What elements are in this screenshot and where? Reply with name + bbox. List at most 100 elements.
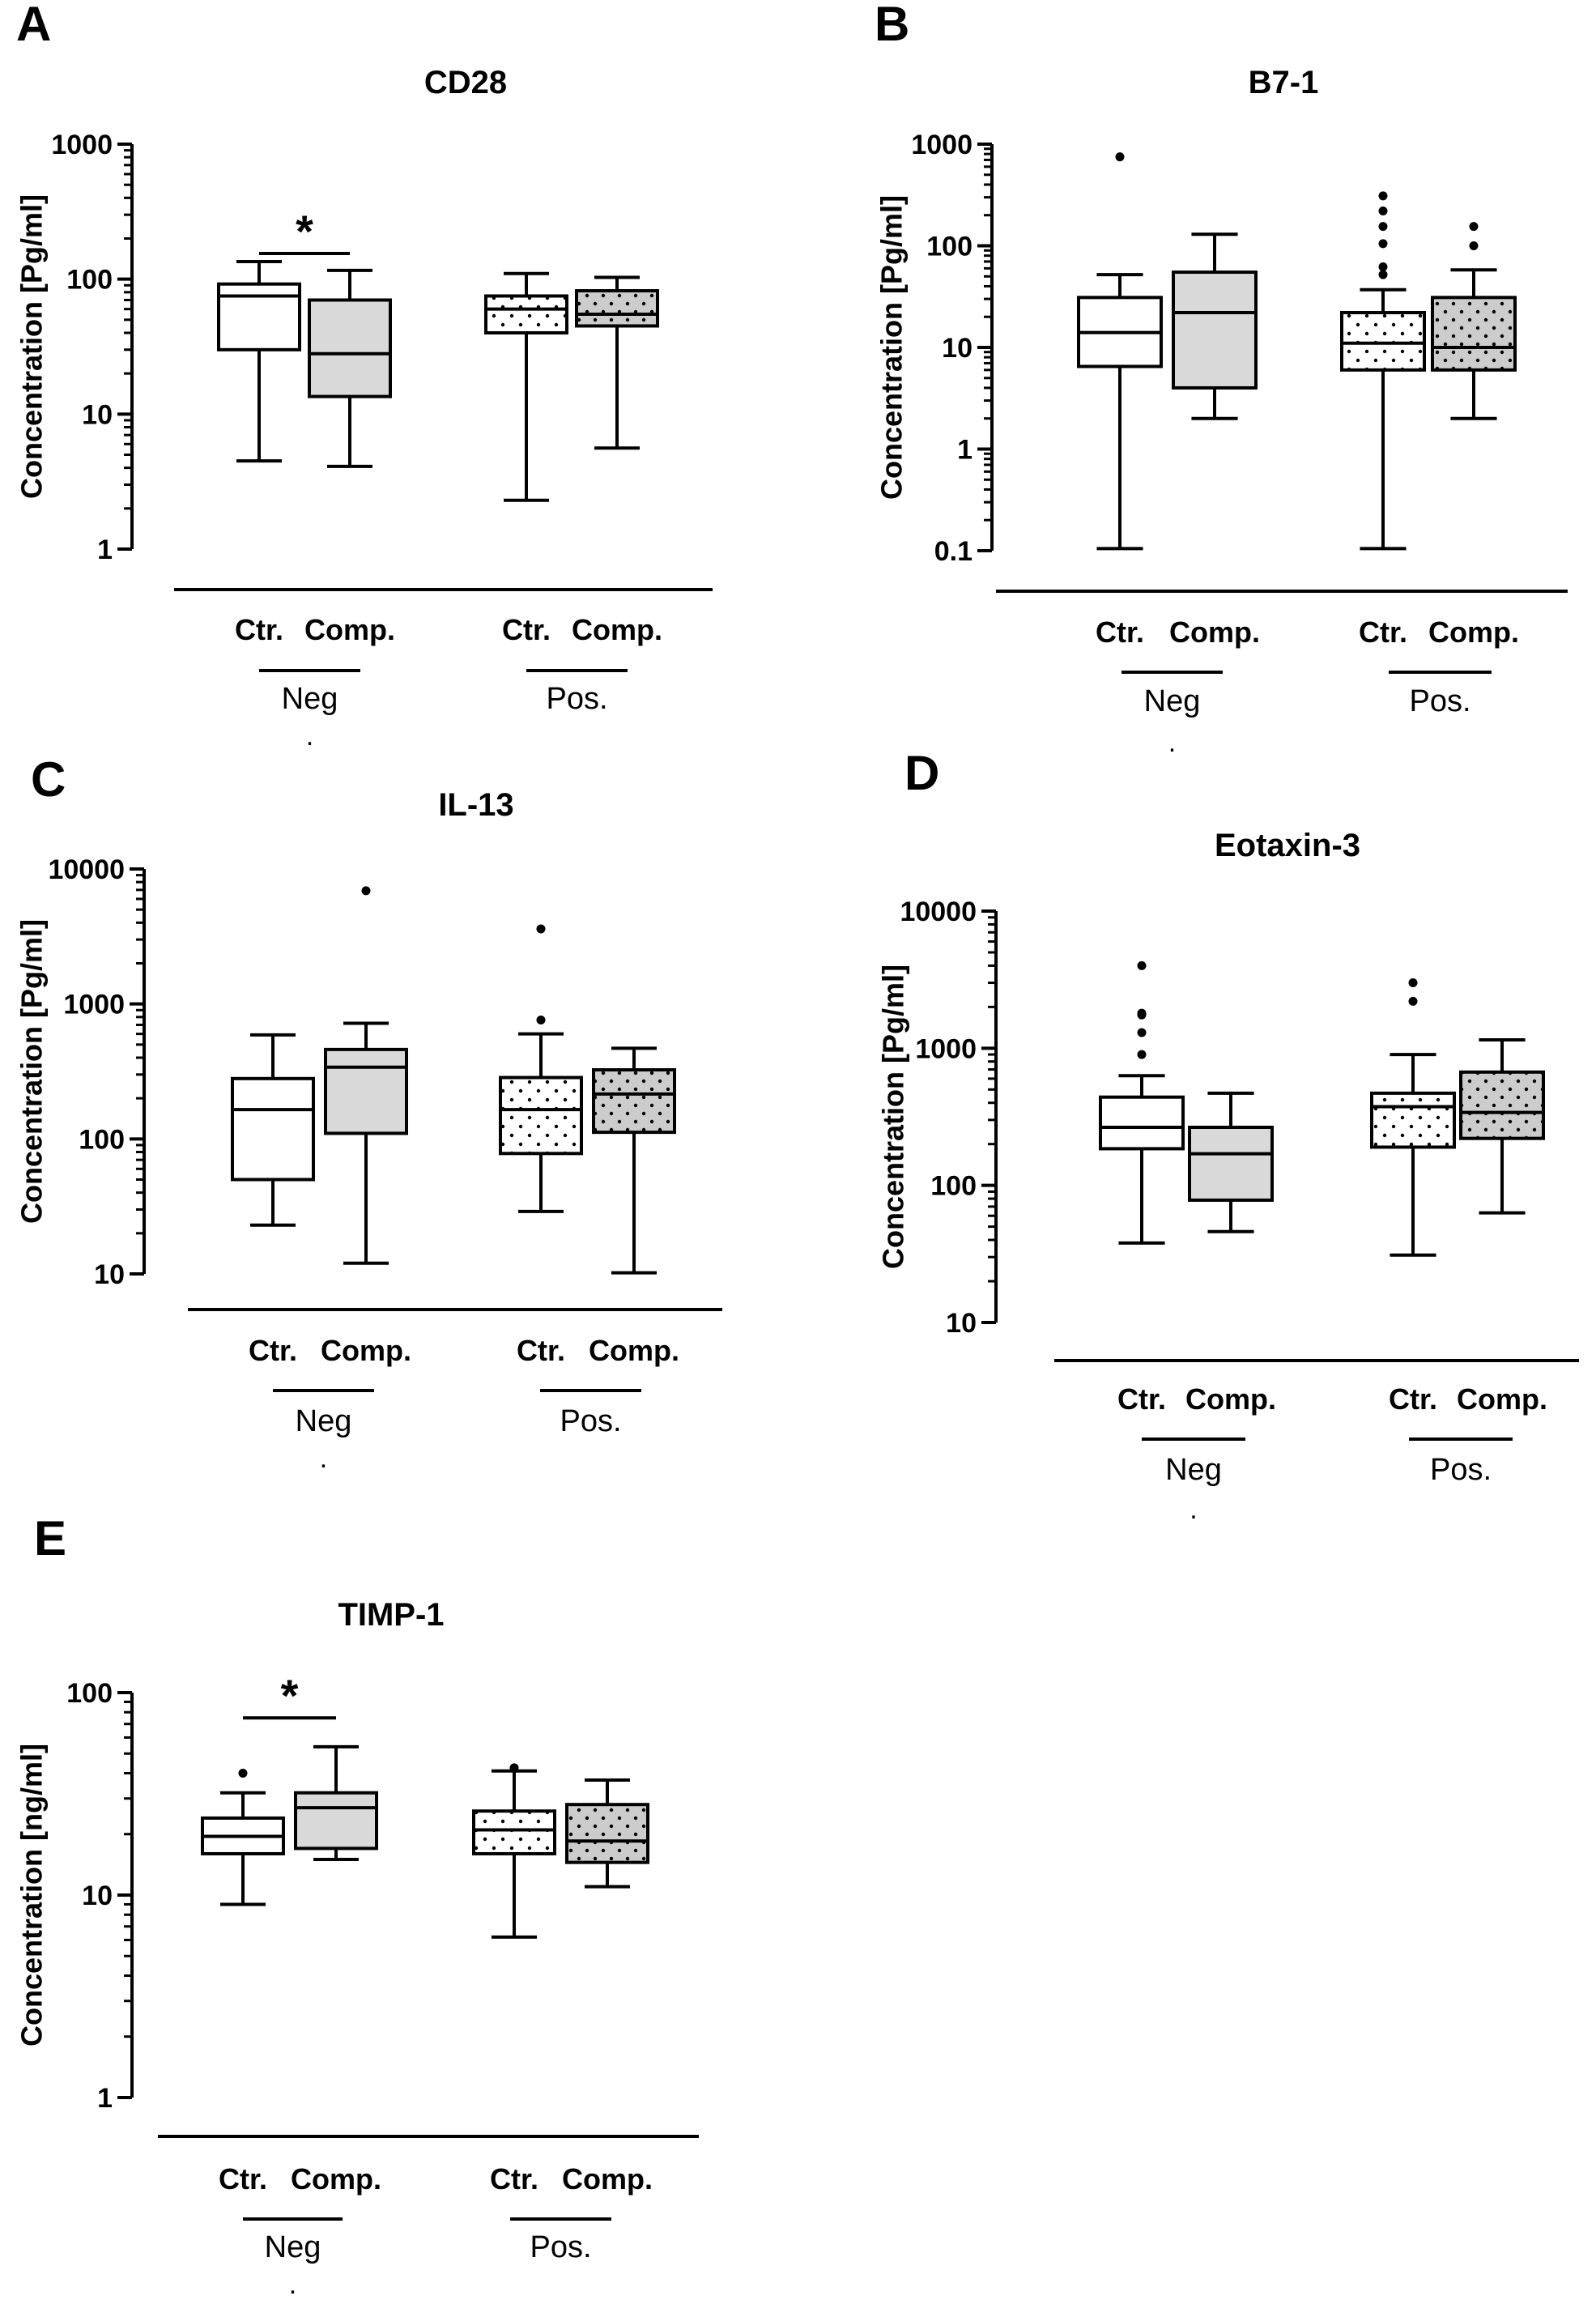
outlier-point: [1378, 222, 1388, 232]
x-category-label: Comp.: [589, 1334, 679, 1367]
x-category-label: Ctr.: [517, 1334, 565, 1367]
group-label: Pos.: [560, 1404, 621, 1438]
x-category-label: Comp.: [1169, 615, 1260, 649]
x-category-label: Comp.: [291, 2162, 381, 2196]
outlier-point: [238, 1768, 248, 1778]
x-category-label: Ctr.: [235, 613, 283, 646]
outlier-point: [1378, 262, 1388, 272]
y-axis-label: Concentration [ng/ml]: [15, 1744, 49, 2047]
box-4: [592, 1046, 676, 1275]
significance-star: *: [281, 1670, 299, 1721]
outlier-point: [1469, 222, 1479, 232]
y-tick-label: 100: [79, 1124, 125, 1155]
y-axis-label: Concentration [Pg/ml]: [15, 194, 49, 499]
y-tick-label: 1: [97, 535, 113, 565]
outlier-point: [1378, 191, 1388, 201]
y-tick-label: 10000: [900, 897, 977, 927]
box-iqr: [575, 289, 659, 328]
box-3: [484, 271, 568, 502]
x-category-label: Comp.: [321, 1334, 411, 1367]
x-category-label: Ctr.: [249, 1334, 297, 1367]
group-label: Neg: [265, 2230, 321, 2264]
y-tick-label: 1000: [915, 1033, 977, 1064]
box-1: [231, 1033, 315, 1227]
box-3: [472, 1763, 556, 1939]
x-category-label: Ctr.: [502, 613, 551, 646]
box-4: [575, 275, 659, 450]
x-category-label: Comp.: [1457, 1382, 1547, 1416]
box-4: [1459, 1038, 1545, 1215]
box-iqr: [472, 1809, 556, 1855]
box-iqr: [308, 298, 392, 398]
box-iqr: [565, 1803, 649, 1864]
y-tick-label: 0.1: [934, 536, 972, 567]
outlier-point: [536, 924, 546, 934]
stray-dot: .: [320, 1443, 327, 1474]
outlier-point: [509, 1763, 519, 1773]
y-axis-label: Concentration [Pg/ml]: [875, 195, 909, 500]
box-iqr: [499, 1075, 583, 1156]
y-tick-label: 10: [82, 399, 113, 430]
box-1: [201, 1768, 285, 1906]
y-tick-label: 10: [94, 1259, 125, 1290]
x-category-label: Comp.: [1185, 1382, 1276, 1416]
group-label: Neg: [282, 682, 338, 716]
box-2: [1188, 1091, 1274, 1233]
x-category-label: Comp.: [1428, 615, 1519, 649]
stray-dot: .: [306, 721, 313, 752]
box-3: [499, 924, 583, 1213]
y-tick-label: 1: [957, 435, 972, 466]
y-tick-label: 1000: [51, 130, 113, 160]
box-iqr: [592, 1068, 676, 1135]
outlier-point: [1408, 978, 1418, 988]
panel-letter: C: [31, 752, 66, 807]
box-2: [324, 886, 408, 1265]
y-tick-label: 100: [926, 232, 972, 262]
stray-dot: .: [289, 2269, 296, 2300]
box-iqr: [1172, 270, 1258, 390]
chart-title: CD28: [424, 65, 507, 100]
box-iqr: [324, 1047, 408, 1135]
y-tick-label: 10: [82, 1880, 113, 1911]
group-label: Neg: [1165, 1453, 1222, 1487]
y-tick-label: 10: [946, 1308, 977, 1339]
panels: A CD28 1 10 100 1000 Concentration [Pg/ml] * Ctr…: [15, 0, 1579, 2300]
box-2: [294, 1744, 378, 1861]
x-category-label: Ctr.: [1096, 615, 1144, 649]
box-4: [1431, 222, 1517, 420]
outlier-point: [536, 1016, 546, 1025]
group-label: Neg: [1144, 684, 1201, 718]
box-iqr: [217, 282, 301, 351]
y-tick-label: 10000: [48, 854, 125, 885]
box-iqr: [1099, 1095, 1185, 1151]
box-4: [565, 1778, 649, 1889]
panel-letter: D: [904, 746, 939, 800]
panel-letter: A: [16, 0, 51, 51]
box-iqr: [484, 294, 568, 334]
box-1: [1099, 960, 1185, 1245]
outlier-point: [1115, 152, 1125, 162]
outlier-point: [1378, 239, 1388, 249]
outlier-point: [1469, 241, 1479, 250]
outlier-point: [361, 886, 371, 896]
significance-star: *: [296, 206, 313, 257]
box-iqr: [231, 1076, 315, 1182]
y-tick-label: 100: [930, 1171, 977, 1202]
chart-title: TIMP-1: [338, 1597, 444, 1633]
chart-title: B7-1: [1249, 65, 1319, 100]
outlier-point: [1137, 1008, 1147, 1018]
panel-e: E TIMP-1 1 10 100 Concentration [ng/ml] * Ctr. C…: [15, 1511, 699, 2300]
stray-dot: .: [1190, 1494, 1197, 1525]
box-1: [217, 259, 301, 463]
x-category-label: Ctr.: [219, 2162, 267, 2196]
box-2: [1172, 232, 1258, 420]
panel-letter: B: [875, 0, 909, 51]
y-tick-label: 1: [97, 2083, 113, 2114]
x-category-label: Ctr.: [1359, 615, 1407, 649]
x-category-label: Ctr.: [1117, 1382, 1166, 1416]
group-label: Pos.: [546, 682, 607, 716]
panel-b: B B7-1 0.1 1 10 100 1000 Concentration [Pg/ml] C…: [875, 0, 1568, 758]
box-3: [1340, 191, 1426, 551]
y-axis-label: Concentration [Pg/ml]: [15, 919, 49, 1224]
